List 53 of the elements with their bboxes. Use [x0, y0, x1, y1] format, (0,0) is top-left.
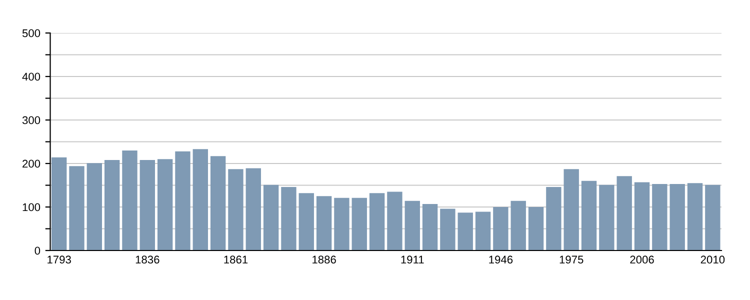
bar — [510, 200, 526, 250]
x-tick-label: 1793 — [48, 256, 71, 264]
bar — [546, 186, 562, 250]
bar — [352, 198, 367, 250]
bar — [51, 157, 67, 250]
y-tick-label: 300 — [22, 116, 40, 124]
bar — [210, 156, 226, 250]
bar — [599, 184, 614, 250]
y-tick-label: 200 — [22, 160, 40, 168]
x-tick-label: 2010 — [700, 256, 725, 264]
bar — [634, 182, 650, 250]
bar — [670, 184, 685, 250]
bar — [528, 207, 544, 250]
bar — [263, 184, 279, 250]
bar — [104, 160, 120, 250]
x-tick-label: 2006 — [630, 256, 654, 264]
bar — [705, 184, 720, 250]
bar — [246, 168, 261, 250]
bar — [281, 186, 296, 250]
x-tick-label: 1836 — [136, 256, 160, 264]
bar — [440, 208, 456, 250]
x-tick-label: 1861 — [224, 256, 248, 264]
bar — [86, 163, 102, 250]
bar — [192, 149, 208, 250]
bar — [69, 166, 84, 250]
bar — [493, 207, 508, 250]
bar — [369, 193, 385, 250]
bar — [458, 212, 473, 250]
bar — [228, 169, 244, 250]
bar — [404, 200, 420, 250]
x-tick-label: 1975 — [560, 256, 584, 264]
bar — [122, 150, 138, 250]
y-tick-label: 0 — [34, 246, 40, 255]
bar — [422, 204, 438, 250]
bar — [140, 160, 155, 250]
bar — [316, 196, 332, 250]
x-tick-label: 1886 — [312, 256, 336, 264]
bar — [334, 198, 350, 250]
bar — [652, 184, 668, 250]
x-tick-label: 1911 — [401, 256, 424, 264]
y-tick-label: 400 — [22, 72, 40, 81]
bar — [475, 212, 491, 250]
y-tick-label: 100 — [22, 203, 40, 212]
bar — [564, 169, 579, 250]
bar — [687, 183, 703, 250]
bar — [387, 192, 402, 250]
bar — [175, 151, 190, 250]
bar — [298, 193, 314, 250]
y-tick-label: 500 — [22, 29, 40, 38]
bar — [616, 176, 632, 250]
x-tick-label: 1946 — [489, 256, 513, 264]
bar — [157, 159, 173, 250]
bar — [581, 180, 597, 250]
